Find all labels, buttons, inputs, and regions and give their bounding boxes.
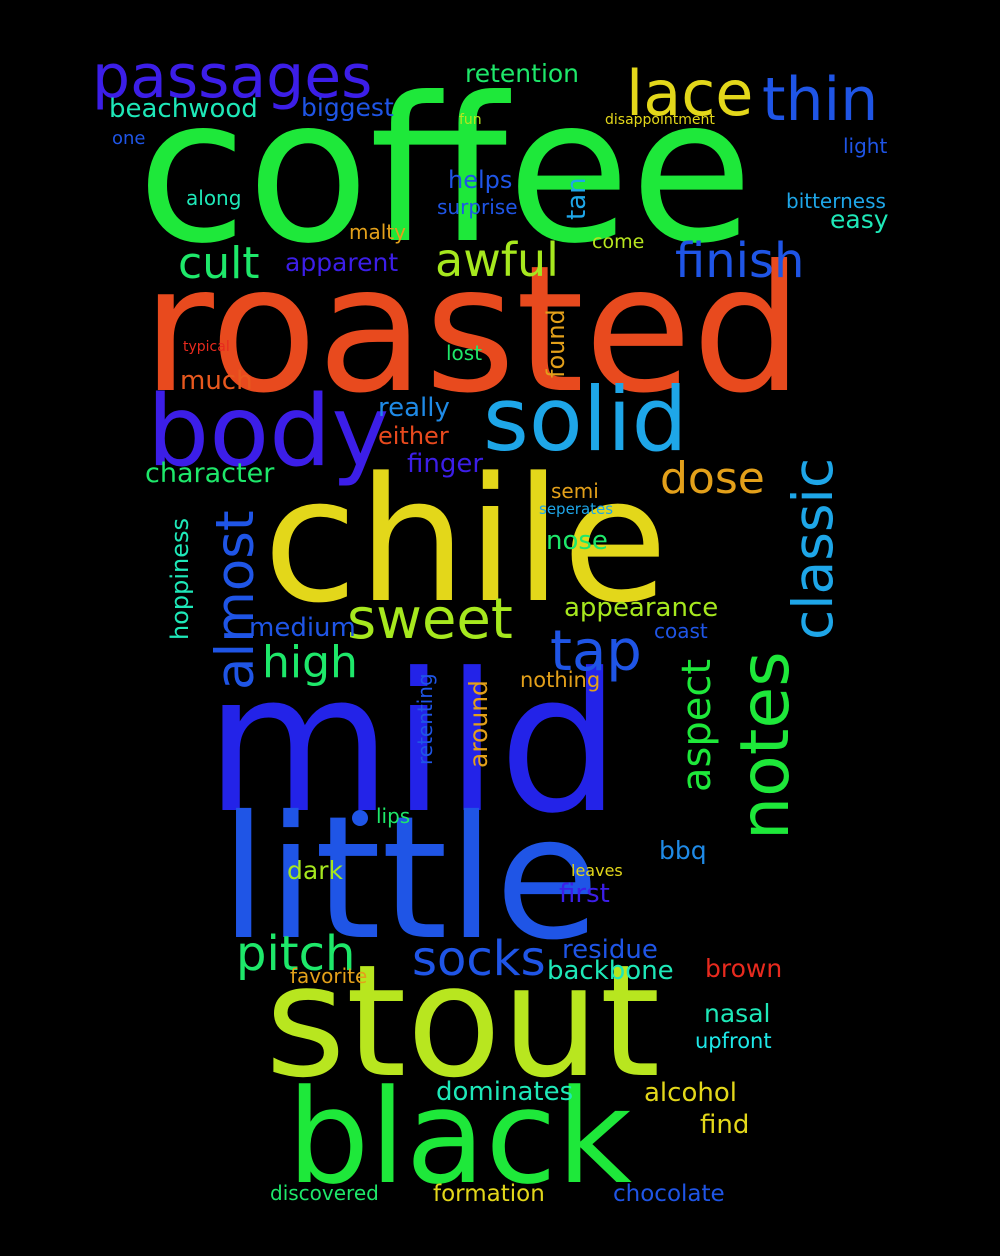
word-body: body	[147, 375, 389, 489]
word-fun: fun	[459, 112, 482, 128]
word-favorite: favorite	[290, 964, 367, 988]
word-typical: typical	[183, 339, 230, 355]
word-brown: brown	[705, 954, 782, 983]
word-biggest: biggest	[301, 93, 394, 122]
word-surprise: surprise	[437, 195, 518, 219]
word-seperates: seperates	[539, 500, 613, 518]
dot-glyph	[352, 810, 368, 826]
word-beachwood: beachwood	[109, 94, 258, 124]
word-awful: awful	[435, 233, 559, 287]
word-disappointment: disappointment	[605, 112, 715, 128]
word-cult: cult	[178, 238, 260, 289]
word-socks: socks	[412, 931, 546, 987]
word-chocolate: chocolate	[613, 1181, 725, 1207]
word-along: along	[186, 186, 241, 210]
word-alcohol: alcohol	[644, 1078, 737, 1108]
word-sweet: sweet	[347, 587, 513, 652]
word-semi: semi	[551, 479, 599, 503]
word-passages: passages	[92, 42, 372, 112]
word-find: find	[700, 1110, 749, 1140]
word-lips: lips	[376, 804, 410, 828]
word-high: high	[262, 637, 358, 688]
word-finish: finish	[675, 233, 804, 289]
word-really: really	[378, 393, 450, 423]
word-helps: helps	[448, 166, 512, 194]
word-appearance: appearance	[564, 593, 718, 623]
word-hoppiness: hoppiness	[166, 518, 194, 640]
word-thin: thin	[762, 65, 878, 135]
word-finger: finger	[407, 449, 483, 479]
word-dominates: dominates	[436, 1077, 573, 1107]
word-around: around	[464, 680, 493, 768]
word-roasted: roasted	[142, 229, 803, 432]
word-coffee: coffee	[137, 55, 753, 288]
word-retention: retention	[465, 59, 579, 88]
word-mild: mild	[205, 633, 621, 856]
word-nasal: nasal	[704, 999, 770, 1028]
word-coast: coast	[654, 619, 708, 643]
word-aspect: aspect	[674, 659, 720, 792]
word-much: much	[180, 366, 253, 396]
word-character: character	[145, 458, 275, 489]
word-found: found	[542, 309, 570, 378]
word-pitch: pitch	[236, 926, 355, 982]
word-bbq: bbq	[659, 836, 707, 865]
word-upfront: upfront	[695, 1029, 772, 1053]
word-black: black	[287, 1061, 632, 1213]
word-malty: malty	[349, 220, 406, 244]
word-tan: tan	[562, 177, 592, 220]
word-medium: medium	[249, 613, 356, 643]
word-light: light	[843, 134, 887, 158]
word-little: little	[220, 780, 600, 978]
word-retenting: retenting	[413, 673, 437, 765]
word-almost: almost	[205, 510, 266, 690]
word-dose: dose	[660, 453, 765, 504]
word-stout: stout	[265, 931, 660, 1112]
word-first: first	[559, 879, 610, 909]
word-come: come	[592, 231, 644, 253]
word-solid: solid	[483, 368, 687, 471]
word-easy: easy	[830, 205, 889, 234]
word-classic: classic	[781, 458, 845, 640]
word-notes: notes	[726, 651, 805, 840]
word-one: one	[112, 128, 146, 149]
word-nothing: nothing	[520, 668, 600, 692]
word-lost: lost	[446, 341, 482, 365]
word-leaves: leaves	[571, 861, 623, 880]
word-chile: chile	[263, 440, 668, 641]
word-backbone: backbone	[547, 956, 674, 986]
word-discovered: discovered	[270, 1181, 379, 1205]
word-bitterness: bitterness	[786, 189, 886, 213]
word-dark: dark	[287, 856, 343, 885]
word-apparent: apparent	[285, 248, 398, 277]
word-formation: formation	[433, 1181, 545, 1207]
word-lace: lace	[626, 57, 753, 130]
word-nose: nose	[546, 526, 608, 556]
word-tap: tap	[550, 619, 642, 684]
word-residue: residue	[562, 935, 658, 965]
word-either: either	[378, 422, 449, 450]
